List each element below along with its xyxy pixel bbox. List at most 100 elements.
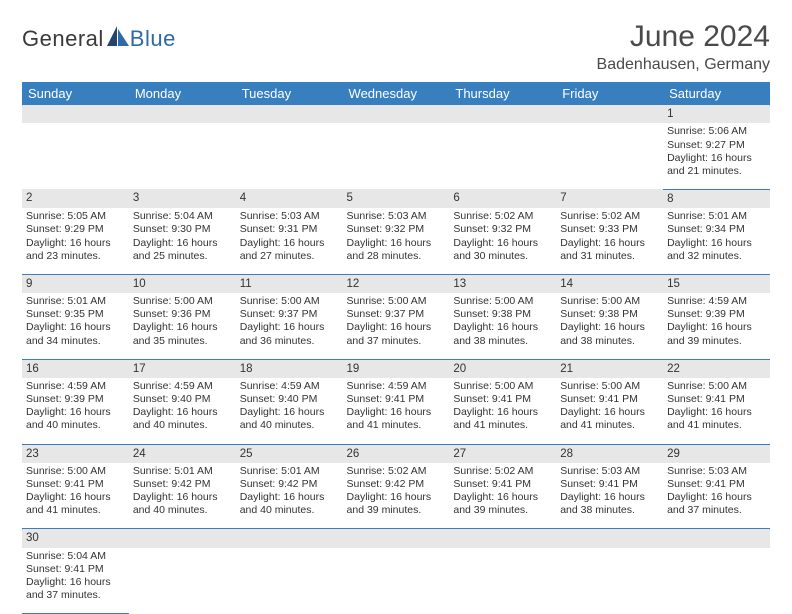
d1-text: Daylight: 16 hours — [453, 491, 552, 504]
sunset-text: Sunset: 9:30 PM — [133, 223, 232, 236]
sunrise-text: Sunrise: 5:01 AM — [240, 465, 339, 478]
sunrise-text: Sunrise: 5:03 AM — [240, 210, 339, 223]
col-wednesday: Wednesday — [343, 82, 450, 105]
d1-text: Daylight: 16 hours — [240, 321, 339, 334]
d2-text: and 38 minutes. — [453, 335, 552, 348]
day-number-cell: 20 — [449, 359, 556, 378]
d2-text: and 41 minutes. — [453, 419, 552, 432]
sunrise-text: Sunrise: 5:00 AM — [133, 295, 232, 308]
d1-text: Daylight: 16 hours — [133, 491, 232, 504]
d2-text: and 34 minutes. — [26, 335, 125, 348]
sunrise-text: Sunrise: 5:02 AM — [453, 465, 552, 478]
d2-text: and 37 minutes. — [667, 504, 766, 517]
day-number-cell — [236, 105, 343, 123]
sunrise-text: Sunrise: 5:01 AM — [133, 465, 232, 478]
day-cell — [449, 548, 556, 614]
day-number-cell: 1 — [663, 105, 770, 123]
sunrise-text: Sunrise: 5:01 AM — [667, 210, 766, 223]
day-cell: Sunrise: 5:00 AMSunset: 9:37 PMDaylight:… — [343, 293, 450, 359]
day-cell: Sunrise: 4:59 AMSunset: 9:40 PMDaylight:… — [129, 378, 236, 444]
d1-text: Daylight: 16 hours — [347, 491, 446, 504]
col-thursday: Thursday — [449, 82, 556, 105]
d1-text: Daylight: 16 hours — [240, 406, 339, 419]
sunrise-text: Sunrise: 4:59 AM — [347, 380, 446, 393]
day-cell: Sunrise: 5:02 AMSunset: 9:32 PMDaylight:… — [449, 208, 556, 274]
sunrise-text: Sunrise: 5:04 AM — [26, 550, 125, 563]
d2-text: and 31 minutes. — [560, 250, 659, 263]
d1-text: Daylight: 16 hours — [26, 237, 125, 250]
d2-text: and 39 minutes. — [453, 504, 552, 517]
day-cell: Sunrise: 5:03 AMSunset: 9:41 PMDaylight:… — [663, 463, 770, 529]
d1-text: Daylight: 16 hours — [133, 406, 232, 419]
sunset-text: Sunset: 9:27 PM — [667, 139, 766, 152]
d1-text: Daylight: 16 hours — [133, 321, 232, 334]
sunrise-text: Sunrise: 5:00 AM — [560, 295, 659, 308]
sunset-text: Sunset: 9:33 PM — [560, 223, 659, 236]
day-number-cell — [449, 105, 556, 123]
day-cell: Sunrise: 5:03 AMSunset: 9:41 PMDaylight:… — [556, 463, 663, 529]
logo: General Blue — [22, 26, 176, 52]
day-cell — [556, 548, 663, 614]
day-number-cell — [343, 529, 450, 548]
day-cell: Sunrise: 5:00 AMSunset: 9:41 PMDaylight:… — [663, 378, 770, 444]
sunset-text: Sunset: 9:32 PM — [453, 223, 552, 236]
day-number-cell — [663, 529, 770, 548]
col-friday: Friday — [556, 82, 663, 105]
day-cell: Sunrise: 5:04 AMSunset: 9:41 PMDaylight:… — [22, 548, 129, 614]
day-number-cell: 12 — [343, 274, 450, 293]
d2-text: and 38 minutes. — [560, 335, 659, 348]
sunrise-text: Sunrise: 5:02 AM — [347, 465, 446, 478]
sunset-text: Sunset: 9:38 PM — [453, 308, 552, 321]
sunset-text: Sunset: 9:41 PM — [347, 393, 446, 406]
sunrise-text: Sunrise: 5:00 AM — [453, 380, 552, 393]
d1-text: Daylight: 16 hours — [26, 321, 125, 334]
sunset-text: Sunset: 9:34 PM — [667, 223, 766, 236]
d1-text: Daylight: 16 hours — [347, 406, 446, 419]
sunset-text: Sunset: 9:37 PM — [240, 308, 339, 321]
sunrise-text: Sunrise: 5:04 AM — [133, 210, 232, 223]
col-monday: Monday — [129, 82, 236, 105]
day-number-cell: 24 — [129, 444, 236, 463]
d1-text: Daylight: 16 hours — [26, 576, 125, 589]
day-number-cell: 4 — [236, 189, 343, 208]
day-number-cell: 11 — [236, 274, 343, 293]
sunrise-text: Sunrise: 5:03 AM — [560, 465, 659, 478]
d2-text: and 30 minutes. — [453, 250, 552, 263]
day-cell: Sunrise: 5:06 AMSunset: 9:27 PMDaylight:… — [663, 123, 770, 189]
calendar-body: 1Sunrise: 5:06 AMSunset: 9:27 PMDaylight… — [22, 105, 770, 614]
d2-text: and 35 minutes. — [133, 335, 232, 348]
d2-text: and 40 minutes. — [133, 419, 232, 432]
day-cell — [129, 548, 236, 614]
d2-text: and 32 minutes. — [667, 250, 766, 263]
sunset-text: Sunset: 9:38 PM — [560, 308, 659, 321]
sunrise-text: Sunrise: 5:03 AM — [347, 210, 446, 223]
day-cell: Sunrise: 4:59 AMSunset: 9:40 PMDaylight:… — [236, 378, 343, 444]
daynum-row: 30 — [22, 529, 770, 548]
day-cell — [236, 548, 343, 614]
col-saturday: Saturday — [663, 82, 770, 105]
d1-text: Daylight: 16 hours — [560, 406, 659, 419]
d1-text: Daylight: 16 hours — [453, 406, 552, 419]
sunset-text: Sunset: 9:31 PM — [240, 223, 339, 236]
week-row: Sunrise: 5:00 AMSunset: 9:41 PMDaylight:… — [22, 463, 770, 529]
day-cell: Sunrise: 5:00 AMSunset: 9:41 PMDaylight:… — [556, 378, 663, 444]
sunset-text: Sunset: 9:41 PM — [26, 563, 125, 576]
day-number-cell: 3 — [129, 189, 236, 208]
d2-text: and 40 minutes. — [133, 504, 232, 517]
day-number-cell — [236, 529, 343, 548]
day-cell: Sunrise: 4:59 AMSunset: 9:41 PMDaylight:… — [343, 378, 450, 444]
daynum-row: 2345678 — [22, 189, 770, 208]
day-number-cell: 9 — [22, 274, 129, 293]
d1-text: Daylight: 16 hours — [26, 406, 125, 419]
day-cell: Sunrise: 5:00 AMSunset: 9:38 PMDaylight:… — [449, 293, 556, 359]
d2-text: and 39 minutes. — [667, 335, 766, 348]
day-cell — [663, 548, 770, 614]
sunset-text: Sunset: 9:41 PM — [667, 393, 766, 406]
sunrise-text: Sunrise: 4:59 AM — [133, 380, 232, 393]
day-cell: Sunrise: 5:02 AMSunset: 9:41 PMDaylight:… — [449, 463, 556, 529]
sunset-text: Sunset: 9:42 PM — [347, 478, 446, 491]
sunrise-text: Sunrise: 5:05 AM — [26, 210, 125, 223]
sunrise-text: Sunrise: 5:00 AM — [347, 295, 446, 308]
calendar-table: Sunday Monday Tuesday Wednesday Thursday… — [22, 82, 770, 614]
sunrise-text: Sunrise: 5:00 AM — [240, 295, 339, 308]
